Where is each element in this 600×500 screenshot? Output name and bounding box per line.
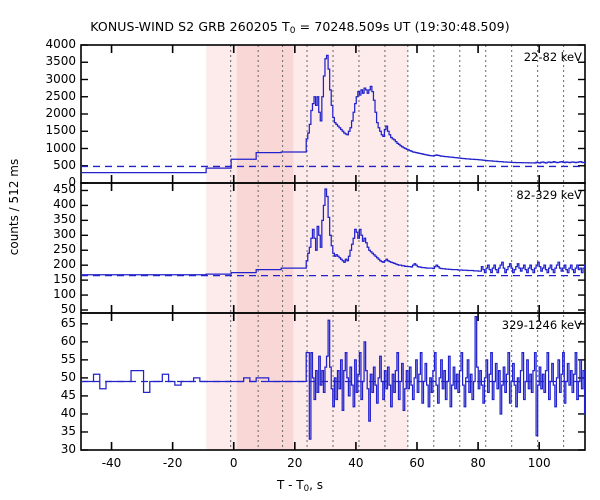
panel-82-329-keV-light-curve: [81, 188, 585, 276]
panel-22-82-keV-band-label: 22-82 keV: [523, 50, 582, 64]
panel-329-1246-keV-ytick-label: 60: [60, 333, 76, 348]
x-axis-label: T - T0, s: [0, 478, 600, 494]
x-axis-tick-label: 0: [229, 456, 238, 470]
panel-82-329-keV-ytick-label: 250: [53, 242, 76, 257]
panel-329-1246-keV-ytick-label: 40: [60, 405, 76, 420]
panel-329-1246-keV-ytick-label: 35: [60, 423, 76, 438]
panel-329-1246-keV-ytick-label: 45: [60, 387, 76, 402]
panel-329-1246-keV-ytick-label: 55: [60, 351, 76, 366]
panel-82-329-keV-ytick-label: 200: [53, 257, 76, 272]
panel-22-82-keV-ytick-label: 3500: [45, 54, 76, 69]
panel-329-1246-keV-ytick-label: 50: [60, 369, 76, 384]
panel-329-1246-keV-light-curve: [81, 315, 585, 440]
x-axis-tick-label: 40: [348, 456, 364, 470]
title-sub: 0: [289, 25, 296, 36]
panel-82-329-keV-ytick-label: 450: [53, 182, 76, 197]
panel-329-1246-keV-ytick-label: 30: [60, 442, 76, 456]
burst-interval-dark: [236, 45, 294, 450]
page-title: KONUS-WIND S2 GRB 260205 T0 = 70248.509s…: [0, 19, 600, 36]
x-axis-label-sub: 0: [303, 483, 310, 494]
panel-329-1246-keV-band-label: 329-1246 keV: [501, 318, 582, 332]
panel-22-82-keV-ytick-label: 3000: [45, 71, 76, 86]
panel-22-82-keV-ytick-label: 2500: [45, 88, 76, 103]
x-axis-tick-label: -40: [101, 456, 122, 470]
panel-22-82-keV-ytick-label: 500: [53, 157, 76, 172]
x-axis-label-pre: T - T: [276, 478, 304, 492]
x-axis-label-post: , s: [309, 478, 323, 492]
x-axis-tick-label: 80: [470, 456, 486, 470]
panel-22-82-keV-ytick-label: 1500: [45, 123, 76, 138]
panel-22-82-keV-ytick-label: 1000: [45, 140, 76, 155]
panel-82-329-keV-ytick-label: 50: [60, 302, 76, 316]
x-axis-tick-label: 100: [527, 456, 551, 470]
panel-329-1246-keV-ytick-label: 65: [60, 315, 76, 330]
panel-22-82-keV-light-curve: [81, 54, 585, 174]
x-axis-tick-label: 20: [287, 456, 303, 470]
title-post: = 70248.509s UT (19:30:48.509): [295, 19, 510, 34]
x-axis-tick-label: -20: [162, 456, 183, 470]
panel-82-329-keV-band-label: 82-329 keV: [516, 188, 582, 202]
panel-82-329-keV-ytick-label: 400: [53, 197, 76, 212]
panel-82-329-keV-ytick-label: 150: [53, 272, 76, 287]
x-axis-tick-label: 60: [409, 456, 425, 470]
panel-22-82-keV-ytick-label: 2000: [45, 106, 76, 120]
panel-22-82-keV-ytick-label: 4000: [45, 37, 76, 51]
title-pre: KONUS-WIND S2 GRB 260205 T: [90, 19, 290, 34]
panel-82-329-keV-ytick-label: 300: [53, 227, 76, 242]
panel-82-329-keV-ytick-label: 350: [53, 212, 76, 227]
panel-22-82-keV-ytick-label: 0: [68, 175, 76, 189]
panel-82-329-keV-ytick-label: 100: [53, 287, 76, 302]
